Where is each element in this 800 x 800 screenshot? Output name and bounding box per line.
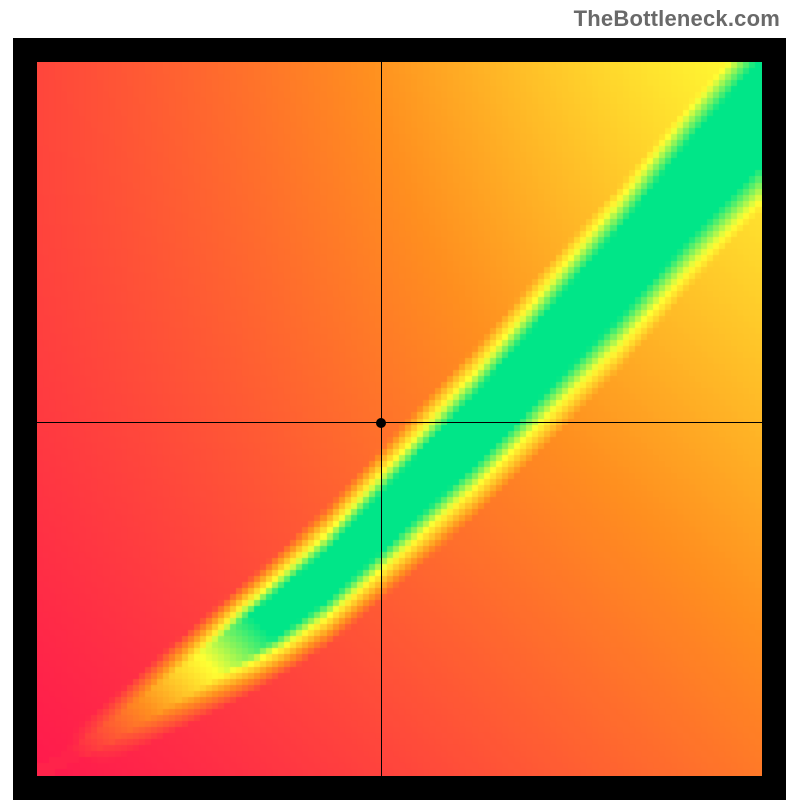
attribution-text: TheBottleneck.com [574,6,780,32]
heatmap-canvas [37,62,762,776]
chart-container: { "attribution": { "text": "TheBottlenec… [0,0,800,800]
crosshair-horizontal [37,422,762,423]
crosshair-dot [376,418,386,428]
